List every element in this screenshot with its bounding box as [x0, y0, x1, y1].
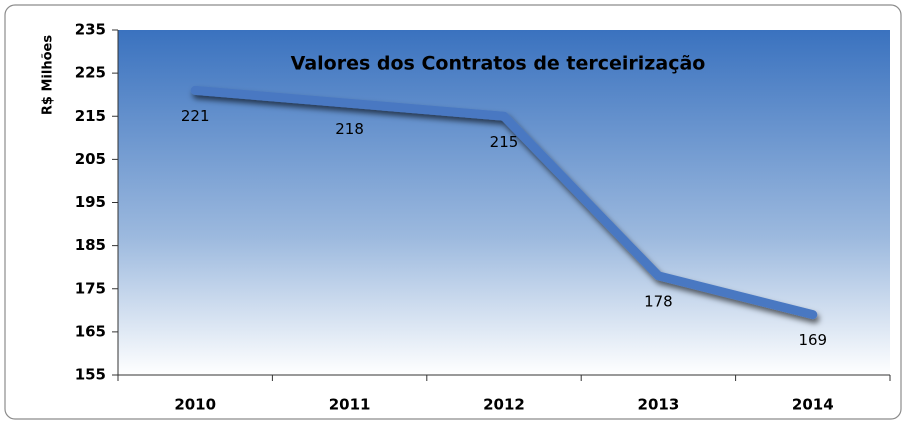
x-tick-label: 2010	[174, 396, 216, 414]
chart-title: Valores dos Contratos de terceirização	[291, 53, 706, 75]
x-tick-label: 2013	[638, 396, 680, 414]
data-label: 221	[181, 107, 210, 125]
x-tick-label: 2014	[792, 396, 834, 414]
y-tick-label: 215	[75, 107, 106, 125]
data-label: 169	[798, 331, 827, 349]
y-tick-label: 205	[75, 150, 106, 168]
data-label: 218	[335, 120, 364, 138]
plot-area	[118, 30, 890, 375]
y-tick-label: 165	[75, 322, 106, 340]
y-axis-label: R$ Milhões	[41, 35, 56, 115]
data-line	[190, 85, 818, 320]
y-tick-label: 195	[75, 193, 106, 211]
y-tick-label: 225	[75, 64, 106, 82]
x-tick-label: 2011	[329, 396, 371, 414]
x-tick-label: 2012	[483, 396, 525, 414]
y-tick-label: 175	[75, 279, 106, 297]
data-label: 215	[490, 133, 519, 151]
y-tick-label: 155	[75, 366, 106, 384]
y-tick-label: 185	[75, 236, 106, 254]
y-tick-label: 235	[75, 21, 106, 39]
data-label: 178	[644, 292, 673, 310]
